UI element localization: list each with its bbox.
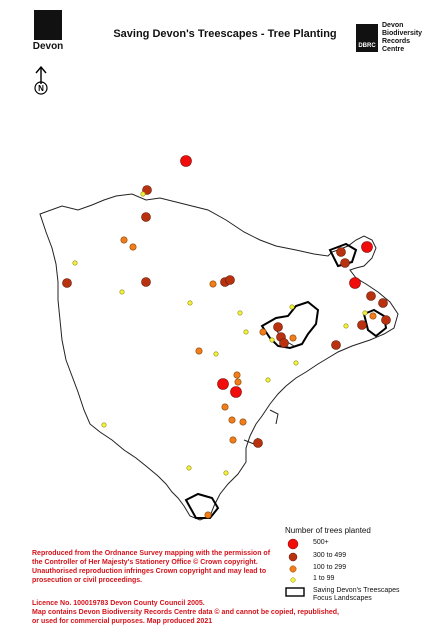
planting-point (259, 328, 267, 336)
planting-point (221, 403, 229, 411)
north-arrow-icon: N (34, 66, 48, 95)
legend-title: Number of trees planted (285, 526, 371, 535)
planting-point (223, 470, 229, 476)
planting-point (213, 351, 219, 357)
wildlife-trusts-logo-word: Devon (32, 41, 64, 52)
planting-point (187, 300, 193, 306)
planting-point (343, 323, 349, 329)
wildlife-trusts-logo: Devon (30, 10, 66, 56)
planting-point (217, 378, 229, 390)
planting-point (141, 212, 151, 222)
licence-text: Licence No. 100019783 Devon County Counc… (32, 600, 339, 625)
planting-points (62, 155, 391, 519)
planting-point (269, 337, 275, 343)
north-label: N (38, 84, 44, 93)
planting-point (349, 277, 361, 289)
planting-point (225, 275, 235, 285)
planting-point (289, 304, 295, 310)
planting-point (195, 347, 203, 355)
planting-point (230, 386, 242, 398)
planting-point (293, 360, 299, 366)
focus-landscape-north (328, 242, 358, 268)
planting-point (336, 247, 346, 257)
dbrc-logo-text: Devon Biodiversity Records Centre (382, 22, 423, 53)
planting-point (101, 422, 107, 428)
planting-point (369, 312, 377, 320)
dbrc-logo: DBRC Devon Biodiversity Records Centre (356, 18, 436, 58)
planting-point (186, 465, 192, 471)
planting-point (279, 338, 289, 348)
planting-point (129, 243, 137, 251)
planting-point (119, 289, 125, 295)
planting-point (243, 329, 249, 335)
planting-point (228, 416, 236, 424)
planting-point (141, 277, 151, 287)
focus-landscape-west (260, 300, 320, 350)
planting-point (234, 378, 242, 386)
planting-point (229, 436, 237, 444)
copyright-disclaimer: Reproduced from the Ordnance Survey mapp… (32, 550, 271, 584)
planting-point (180, 155, 192, 167)
page-title: Saving Devon's Treescapes - Tree Plantin… (113, 28, 337, 40)
planting-point (265, 377, 271, 383)
planting-point (273, 322, 283, 332)
planting-point (340, 258, 350, 268)
planting-point (62, 278, 72, 288)
focus-landscape-east (362, 308, 388, 338)
planting-point (361, 241, 373, 253)
planting-point (366, 291, 376, 301)
planting-point (331, 340, 341, 350)
planting-point (209, 280, 217, 288)
planting-point (237, 310, 243, 316)
planting-point (120, 236, 128, 244)
planting-point (289, 334, 297, 342)
devon-boundary (39, 193, 399, 521)
planting-point (72, 260, 78, 266)
wildlife-trusts-badge-icon (34, 10, 62, 40)
planting-point (233, 371, 241, 379)
focus-landscape-south (184, 492, 220, 519)
planting-point (357, 320, 367, 330)
planting-point (381, 315, 391, 325)
planting-point (239, 418, 247, 426)
map-legend: Number of trees planted 500+ 300 to 499 … (285, 526, 400, 602)
planting-point (140, 191, 146, 197)
planting-point (378, 298, 388, 308)
dbrc-badge: DBRC (356, 24, 378, 52)
planting-point (253, 438, 263, 448)
planting-point (204, 511, 212, 519)
planting-point (362, 310, 368, 316)
